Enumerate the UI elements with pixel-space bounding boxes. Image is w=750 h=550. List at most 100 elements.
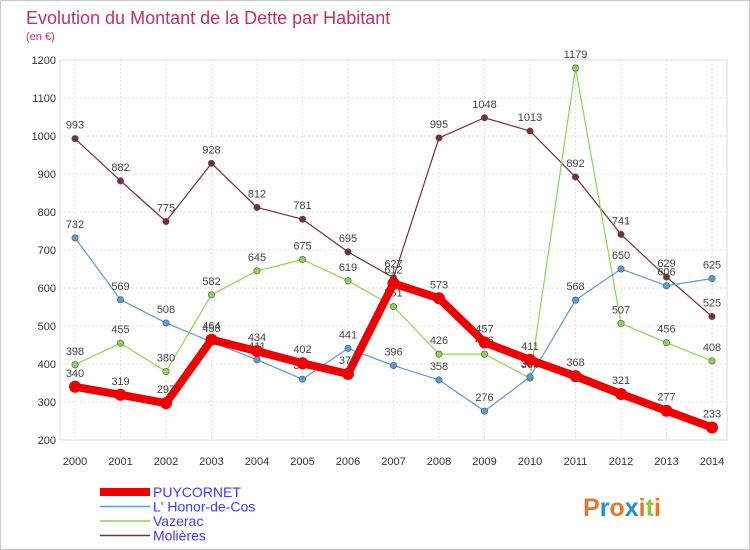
data-label: 612 (384, 264, 402, 276)
data-point (480, 350, 488, 358)
chart-title: Evolution du Montant de la Dette par Hab… (26, 8, 390, 28)
data-label: 892 (566, 158, 584, 170)
data-point (615, 388, 627, 401)
data-point (571, 173, 579, 181)
data-point (389, 303, 397, 311)
data-point (296, 357, 309, 370)
data-label: 675 (293, 241, 311, 253)
proxiti-logo: Proxiti (583, 494, 661, 522)
data-label: 741 (612, 215, 630, 227)
data-label: 396 (384, 347, 402, 359)
series-l-honor-de-cos: 7325695084584113604413963582763665686506… (66, 219, 721, 415)
legend-label: Molières (153, 528, 206, 544)
y-tick-label: 1200 (32, 55, 56, 67)
data-point (253, 267, 261, 275)
y-tick-label: 900 (38, 169, 56, 181)
data-label: 297 (157, 384, 175, 396)
data-point (435, 376, 443, 384)
y-tick-label: 1000 (32, 131, 56, 143)
data-point (71, 361, 79, 369)
data-label: 457 (475, 323, 493, 335)
data-point (662, 339, 670, 347)
data-label: 995 (430, 119, 448, 131)
data-point (435, 134, 443, 142)
x-tick-label: 2006 (336, 456, 360, 468)
x-tick-label: 2010 (518, 456, 542, 468)
data-label: 928 (202, 144, 220, 156)
data-label: 434 (248, 332, 266, 344)
series-vazerac: 3984553805826456756195514264263631179507… (66, 49, 721, 382)
data-label: 650 (612, 250, 630, 262)
data-label: 426 (430, 335, 448, 347)
data-label: 619 (339, 262, 357, 274)
x-tick-label: 2005 (290, 456, 314, 468)
data-label: 645 (248, 252, 266, 264)
data-point (569, 370, 582, 383)
data-point (298, 255, 306, 263)
data-label: 411 (521, 341, 539, 353)
data-label: 321 (612, 375, 630, 387)
data-label: 507 (612, 304, 630, 316)
data-label: 398 (66, 346, 84, 358)
y-tick-label: 500 (38, 321, 56, 333)
data-label: 441 (339, 329, 357, 341)
data-point (526, 127, 534, 135)
data-label: 882 (111, 162, 129, 174)
data-point (480, 114, 488, 122)
data-point (344, 344, 352, 352)
x-tick-label: 2009 (472, 456, 496, 468)
data-label: 1048 (472, 99, 496, 111)
axes: 200 300 400 500 600 700 800 900 1000 1100 1200 2000… (32, 55, 725, 468)
legend-label: Vazerac (153, 513, 203, 529)
data-label: 508 (157, 304, 175, 316)
data-label: 233 (703, 408, 721, 420)
data-point (433, 292, 445, 305)
data-point (617, 230, 625, 238)
data-label: 380 (157, 353, 175, 365)
data-point (114, 388, 127, 401)
x-tick-label: 2008 (427, 456, 451, 468)
data-point (571, 296, 579, 304)
data-label: 1013 (518, 112, 542, 124)
y-tick-label: 300 (38, 397, 56, 409)
data-label: 993 (66, 120, 84, 132)
y-tick-label: 200 (38, 435, 56, 447)
data-point (298, 375, 306, 383)
data-point (526, 373, 534, 381)
data-point (660, 404, 673, 417)
series-group: 993 882 775 928 812 781 695 627 995 1048 1013 892 74… (66, 49, 721, 434)
data-label: 812 (248, 188, 266, 200)
x-tick-label: 2011 (564, 456, 588, 468)
data-label: 276 (475, 392, 493, 404)
data-point (344, 248, 352, 256)
data-point (71, 135, 79, 143)
data-point (342, 367, 354, 380)
data-point (617, 265, 625, 273)
y-tick-label: 800 (38, 207, 56, 219)
x-tick-label: 2001 (108, 456, 132, 468)
data-point (117, 339, 125, 347)
data-point (162, 368, 170, 376)
data-point (617, 319, 625, 327)
y-tick-label: 400 (38, 359, 56, 371)
data-label: 340 (66, 368, 84, 380)
data-point (162, 319, 170, 327)
data-label: 277 (657, 392, 675, 404)
data-label: 627 (384, 259, 402, 271)
data-point (344, 277, 352, 285)
data-label: 408 (703, 342, 721, 354)
data-point (160, 397, 172, 410)
data-point (387, 277, 400, 290)
x-tick-label: 2007 (381, 456, 405, 468)
y-tick-label: 1100 (32, 93, 56, 105)
data-point (662, 282, 670, 290)
data-label: 775 (157, 203, 175, 215)
data-label: 456 (657, 324, 675, 336)
y-tick-label: 600 (38, 283, 56, 295)
data-point (708, 274, 716, 282)
data-label: 455 (111, 324, 129, 336)
data-label: 568 (566, 281, 584, 293)
